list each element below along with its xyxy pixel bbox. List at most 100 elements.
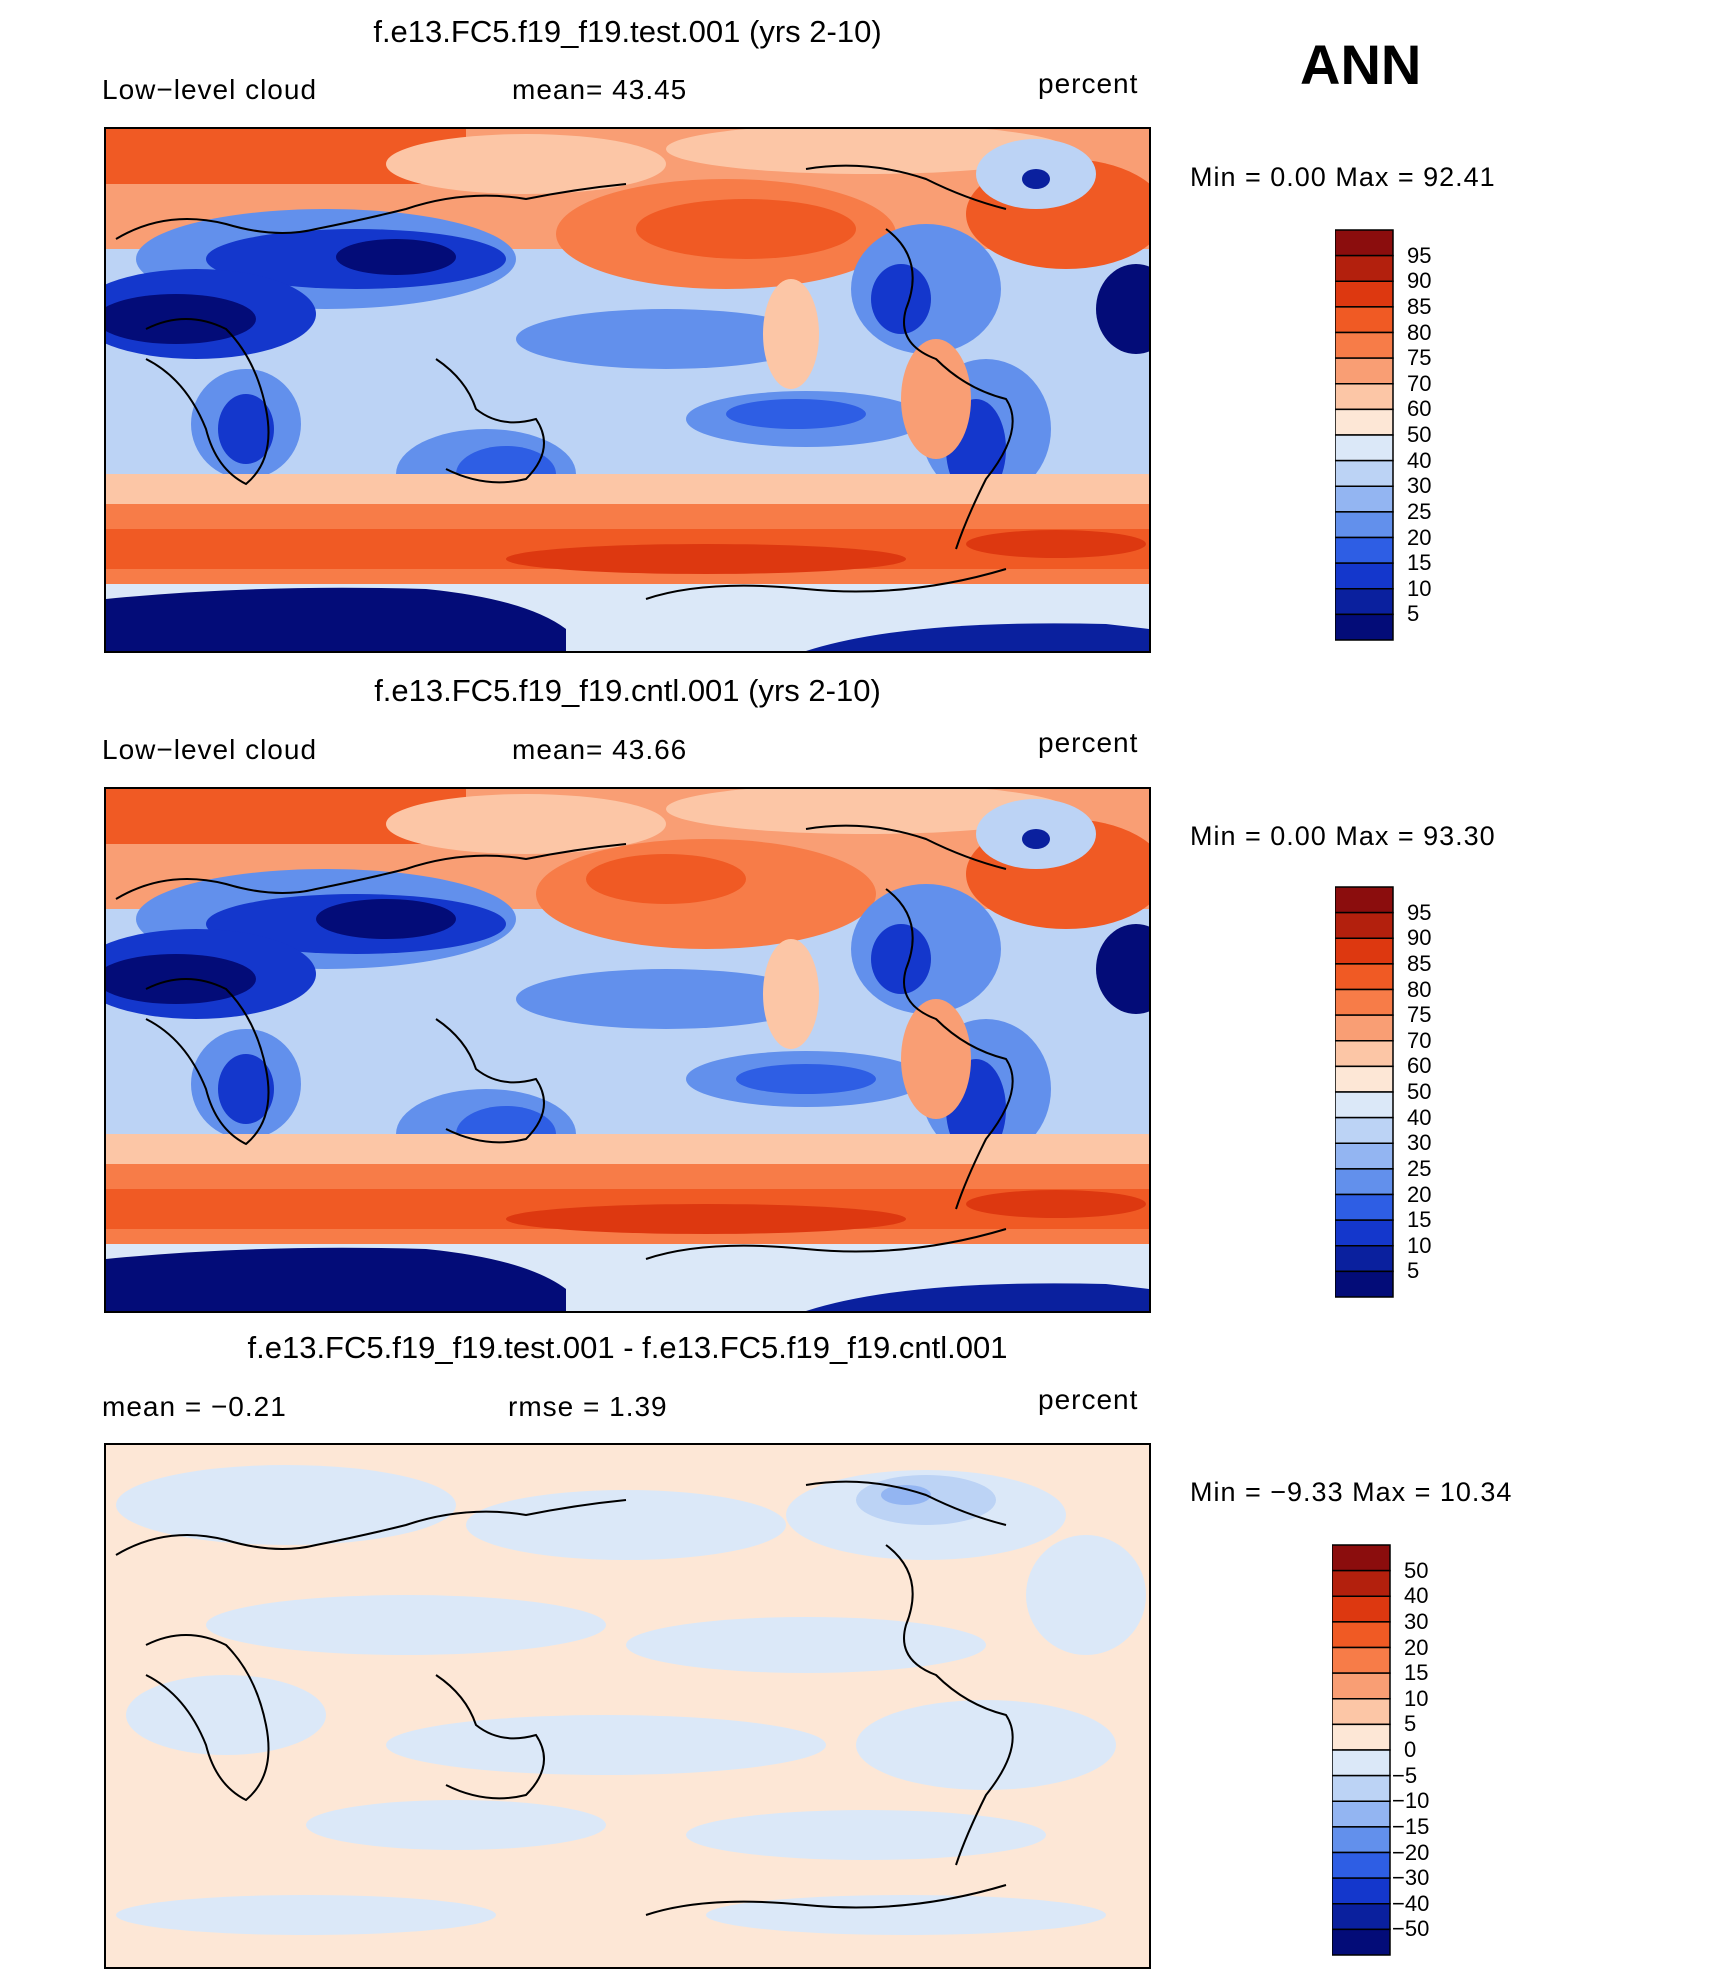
panel-cntl-map [104,787,1151,1313]
colorbar-tick-label: 30 [1404,1608,1429,1634]
colorbar-swatch [1334,1014,1394,1042]
colorbar-swatch [1334,1245,1394,1273]
colorbar-tick-label: −20 [1392,1839,1430,1865]
colorbar-swatch [1331,1877,1391,1905]
panel-diff-mean-label: mean = −0.21 [102,1391,287,1422]
colorbar-tick-label: 10 [1407,575,1432,601]
panel-diff-rmse-label: rmse = 1.39 [508,1391,668,1422]
panel-test-units-label: percent [1038,68,1139,99]
colorbar-tick-label: 95 [1407,899,1432,925]
colorbar-swatch [1331,1774,1391,1802]
colorbar-swatch [1334,1091,1394,1119]
colorbar-swatch [1334,485,1394,513]
colorbar-swatch [1331,1544,1391,1572]
colorbar-tick-label: 60 [1407,1053,1432,1079]
colorbar-swatch [1334,357,1394,385]
panel-diff-title: f.e13.FC5.f19_f19.test.001 - f.e13.FC5.f… [247,1330,1008,1365]
colorbar-swatch [1331,1826,1391,1854]
colorbar-tick-label: 30 [1407,473,1432,499]
panel-cntl-colorbar [1334,885,1395,1299]
colorbar-tick-label: 75 [1407,1002,1432,1028]
colorbar-tick-label: 25 [1407,498,1432,524]
panel-cntl-title: f.e13.FC5.f19_f19.cntl.001 (yrs 2-10) [374,673,881,708]
colorbar-swatch [1331,1851,1391,1879]
colorbar-tick-label: 90 [1407,925,1432,951]
colorbar-tick-label: 85 [1407,293,1432,319]
colorbar-tick-label: 70 [1407,370,1432,396]
colorbar-tick-label: 50 [1404,1557,1429,1583]
colorbar-swatch [1334,331,1394,359]
panel-test-title: f.e13.FC5.f19_f19.test.001 (yrs 2-10) [373,14,882,49]
colorbar-tick-label: −10 [1392,1788,1430,1814]
colorbar-tick-label: 10 [1404,1685,1429,1711]
colorbar-swatch [1331,1928,1391,1956]
colorbar-swatch [1334,408,1394,436]
colorbar-tick-label: 30 [1407,1130,1432,1156]
colorbar-swatch [1334,1219,1394,1247]
colorbar-tick-label: 20 [1404,1634,1429,1660]
panel-diff-minmax: Min = −9.33 Max = 10.34 [1190,1477,1513,1507]
colorbar-swatch [1334,588,1394,616]
colorbar-tick-label: 20 [1407,1181,1432,1207]
colorbar-swatch [1334,254,1394,282]
colorbar-swatch [1334,963,1394,991]
colorbar-swatch [1331,1569,1391,1597]
colorbar-tick-label: 20 [1407,524,1432,550]
colorbar-swatch [1334,1193,1394,1221]
colorbar-swatch [1331,1595,1391,1623]
colorbar-swatch [1331,1749,1391,1777]
colorbar-tick-label: 25 [1407,1155,1432,1181]
colorbar-tick-label: 80 [1407,319,1432,345]
colorbar-swatch [1331,1646,1391,1674]
colorbar-swatch [1331,1621,1391,1649]
colorbar-tick-label: 90 [1407,268,1432,294]
colorbar-swatch [1334,613,1394,641]
colorbar-swatch [1334,229,1394,257]
colorbar-tick-label: 75 [1407,345,1432,371]
colorbar-tick-label: −50 [1392,1916,1430,1942]
colorbar-swatch [1334,459,1394,487]
colorbar-tick-label: 50 [1407,1079,1432,1104]
colorbar-swatch [1334,1116,1394,1144]
colorbar-swatch [1331,1672,1391,1700]
colorbar-swatch [1331,1903,1391,1931]
colorbar-tick-label: 40 [1407,447,1432,473]
panel-diff-colorbar [1331,1543,1392,1957]
panel-test-mean-label: mean= 43.45 [512,74,688,105]
colorbar-swatch [1334,511,1394,539]
colorbar-tick-label: −30 [1392,1865,1430,1891]
colorbar-tick-label: 15 [1407,550,1432,576]
panel-diff-units-label: percent [1038,1384,1139,1415]
colorbar-swatch [1334,383,1394,411]
panel-cntl-variable-label: Low−level cloud [102,734,318,765]
colorbar-tick-label: 70 [1407,1027,1432,1053]
colorbar-tick-label: −40 [1392,1890,1430,1916]
panel-diff-map [104,1443,1151,1969]
colorbar-swatch [1334,536,1394,564]
colorbar-tick-label: 40 [1407,1104,1432,1130]
colorbar-tick-label: 5 [1407,1258,1420,1284]
colorbar-swatch [1334,1065,1394,1093]
colorbar-swatch [1334,306,1394,334]
colorbar-tick-label: 5 [1404,1711,1417,1737]
colorbar-tick-label: 85 [1407,950,1432,976]
colorbar-tick-label: 50 [1407,422,1432,447]
panel-cntl-units-label: percent [1038,727,1139,758]
colorbar-tick-label: 80 [1407,976,1432,1002]
colorbar-swatch [1334,1040,1394,1068]
panel-test-variable-label: Low−level cloud [102,74,318,105]
panel-test-map [104,127,1151,653]
colorbar-swatch [1334,988,1394,1016]
colorbar-tick-label: −5 [1392,1762,1418,1788]
colorbar-tick-label: 40 [1404,1583,1429,1609]
colorbar-tick-label: 60 [1407,396,1432,422]
colorbar-swatch [1334,886,1394,914]
colorbar-tick-label: 95 [1407,242,1432,268]
panel-test-minmax: Min = 0.00 Max = 92.41 [1190,162,1496,192]
colorbar-swatch [1334,1270,1394,1298]
panel-cntl-minmax: Min = 0.00 Max = 93.30 [1190,821,1496,851]
colorbar-swatch [1334,1168,1394,1196]
panel-test-colorbar [1334,228,1395,642]
colorbar-tick-label: 15 [1404,1660,1429,1686]
colorbar-swatch [1331,1800,1391,1828]
